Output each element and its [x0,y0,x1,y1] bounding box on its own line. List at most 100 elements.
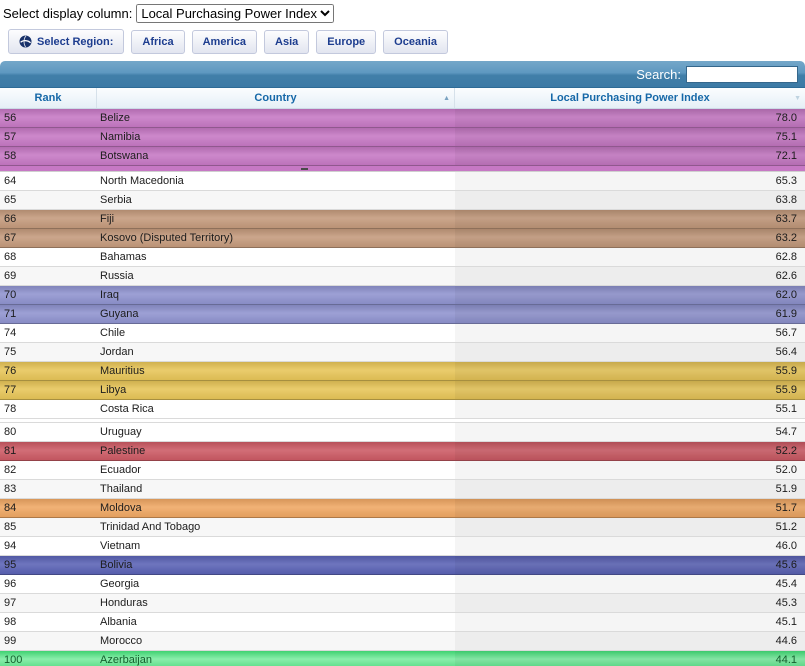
table-row[interactable]: 81 Palestine 52.2 [0,442,805,461]
table-row[interactable]: 76 Mauritius 55.9 [0,362,805,381]
table-row[interactable]: 70 Iraq 62.0 [0,286,805,305]
rank-cell: 74 [4,327,17,339]
table-row[interactable]: 69 Russia 62.6 [0,267,805,286]
rank-cell: 80 [4,426,17,438]
rank-cell: 83 [4,483,17,495]
value-cell: 46.0 [455,537,805,555]
hidden-row-gap [0,419,805,423]
table-row[interactable]: 80 Uruguay 54.7 [0,423,805,442]
clipped-row-dash [301,168,308,170]
country-cell: Trinidad And Tobago [100,521,201,533]
rank-cell: 97 [4,597,17,609]
table-row[interactable]: 56 Belize 78.0 [0,109,805,128]
country-cell: Botswana [100,150,149,162]
rank-cell: 96 [4,578,17,590]
table-row[interactable]: 78 Costa Rica 55.1 [0,400,805,419]
column-header-rank[interactable]: Rank [0,88,97,108]
table-row[interactable]: 77 Libya 55.9 [0,381,805,400]
value-cell: 55.9 [455,362,805,380]
country-cell: Uruguay [100,426,142,438]
rank-cell: 70 [4,289,17,301]
value-cell: 63.2 [455,229,805,247]
country-cell: Bolivia [100,559,133,571]
country-cell: Thailand [100,483,143,495]
region-button-europe[interactable]: Europe [316,29,377,54]
value-cell: 78.0 [455,109,805,127]
country-cell: Belize [100,112,130,124]
table-row[interactable]: 100 Azerbaijan 44.1 [0,651,805,666]
value-cell: 51.7 [455,499,805,517]
sort-descending-icon: ▼ [794,95,801,102]
column-header-value[interactable]: Local Purchasing Power Index ▼ [455,88,805,108]
rank-cell: 100 [4,654,23,666]
country-cell: North Macedonia [100,175,184,187]
value-cell: 56.4 [455,343,805,361]
search-input[interactable] [686,65,798,83]
table-row[interactable]: 85 Trinidad And Tobago 51.2 [0,518,805,537]
country-cell: Libya [100,384,127,396]
value-cell: 62.6 [455,267,805,285]
value-cell: 61.9 [455,305,805,323]
value-cell: 62.0 [455,286,805,304]
table-row[interactable]: 98 Albania 45.1 [0,613,805,632]
table-row[interactable]: 67 Kosovo (Disputed Territory) 63.2 [0,229,805,248]
value-cell: 55.1 [455,400,805,418]
region-button-oceania[interactable]: Oceania [383,29,448,54]
country-cell: Vietnam [100,540,141,552]
country-cell: Moldova [100,502,142,514]
country-cell: Ecuador [100,464,141,476]
country-cell: Albania [100,616,137,628]
country-cell: Serbia [100,194,132,206]
table-row[interactable]: 94 Vietnam 46.0 [0,537,805,556]
table-row[interactable]: 66 Fiji 63.7 [0,210,805,229]
country-cell: Iraq [100,289,119,301]
table-row[interactable]: 65 Serbia 63.8 [0,191,805,210]
value-cell: 51.2 [455,518,805,536]
rank-cell: 71 [4,308,17,320]
display-column-select[interactable]: Local Purchasing Power Index [136,4,335,23]
country-cell: Mauritius [100,365,145,377]
table-row[interactable]: 74 Chile 56.7 [0,324,805,343]
table-row[interactable]: 82 Ecuador 52.0 [0,461,805,480]
region-button-africa[interactable]: Africa [131,29,185,54]
table-row[interactable]: 99 Morocco 44.6 [0,632,805,651]
table-row[interactable]: 95 Bolivia 45.6 [0,556,805,575]
table-row[interactable]: 58 Botswana 72.1 [0,147,805,166]
table-row[interactable]: 83 Thailand 51.9 [0,480,805,499]
value-cell: 75.1 [455,128,805,146]
table-row[interactable]: 97 Honduras 45.3 [0,594,805,613]
value-cell: 45.6 [455,556,805,574]
region-button-america[interactable]: America [191,29,258,54]
value-cell: 52.0 [455,461,805,479]
table-row[interactable]: 84 Moldova 51.7 [0,499,805,518]
value-cell: 45.4 [455,575,805,593]
column-header-value-label: Local Purchasing Power Index [550,92,710,104]
rank-cell: 76 [4,365,17,377]
display-column-control: Select display column: Local Purchasing … [0,0,805,23]
table-row[interactable]: 71 Guyana 61.9 [0,305,805,324]
select-region-button[interactable]: Select Region: [8,29,125,54]
value-cell: 65.3 [455,172,805,190]
table-row[interactable]: 68 Bahamas 62.8 [0,248,805,267]
rank-cell: 95 [4,559,17,571]
table-row[interactable]: 64 North Macedonia 65.3 [0,172,805,191]
table-row[interactable]: 75 Jordan 56.4 [0,343,805,362]
country-cell: Palestine [100,445,146,457]
country-cell: Russia [100,270,134,282]
rank-cell: 65 [4,194,17,206]
region-button-asia[interactable]: Asia [264,29,310,54]
country-cell: Kosovo (Disputed Territory) [100,232,234,244]
country-cell: Georgia [100,578,140,590]
country-cell: Morocco [100,635,143,647]
country-cell: Fiji [100,213,115,225]
table-row[interactable]: 96 Georgia 45.4 [0,575,805,594]
table-row[interactable]: 57 Namibia 75.1 [0,128,805,147]
value-cell: 52.2 [455,442,805,460]
rank-cell: 85 [4,521,17,533]
value-cell: 63.7 [455,210,805,228]
search-bar: Search: [0,61,805,88]
column-header-country[interactable]: Country ▲ [97,88,455,108]
country-cell: Azerbaijan [100,654,152,666]
country-cell: Bahamas [100,251,147,263]
